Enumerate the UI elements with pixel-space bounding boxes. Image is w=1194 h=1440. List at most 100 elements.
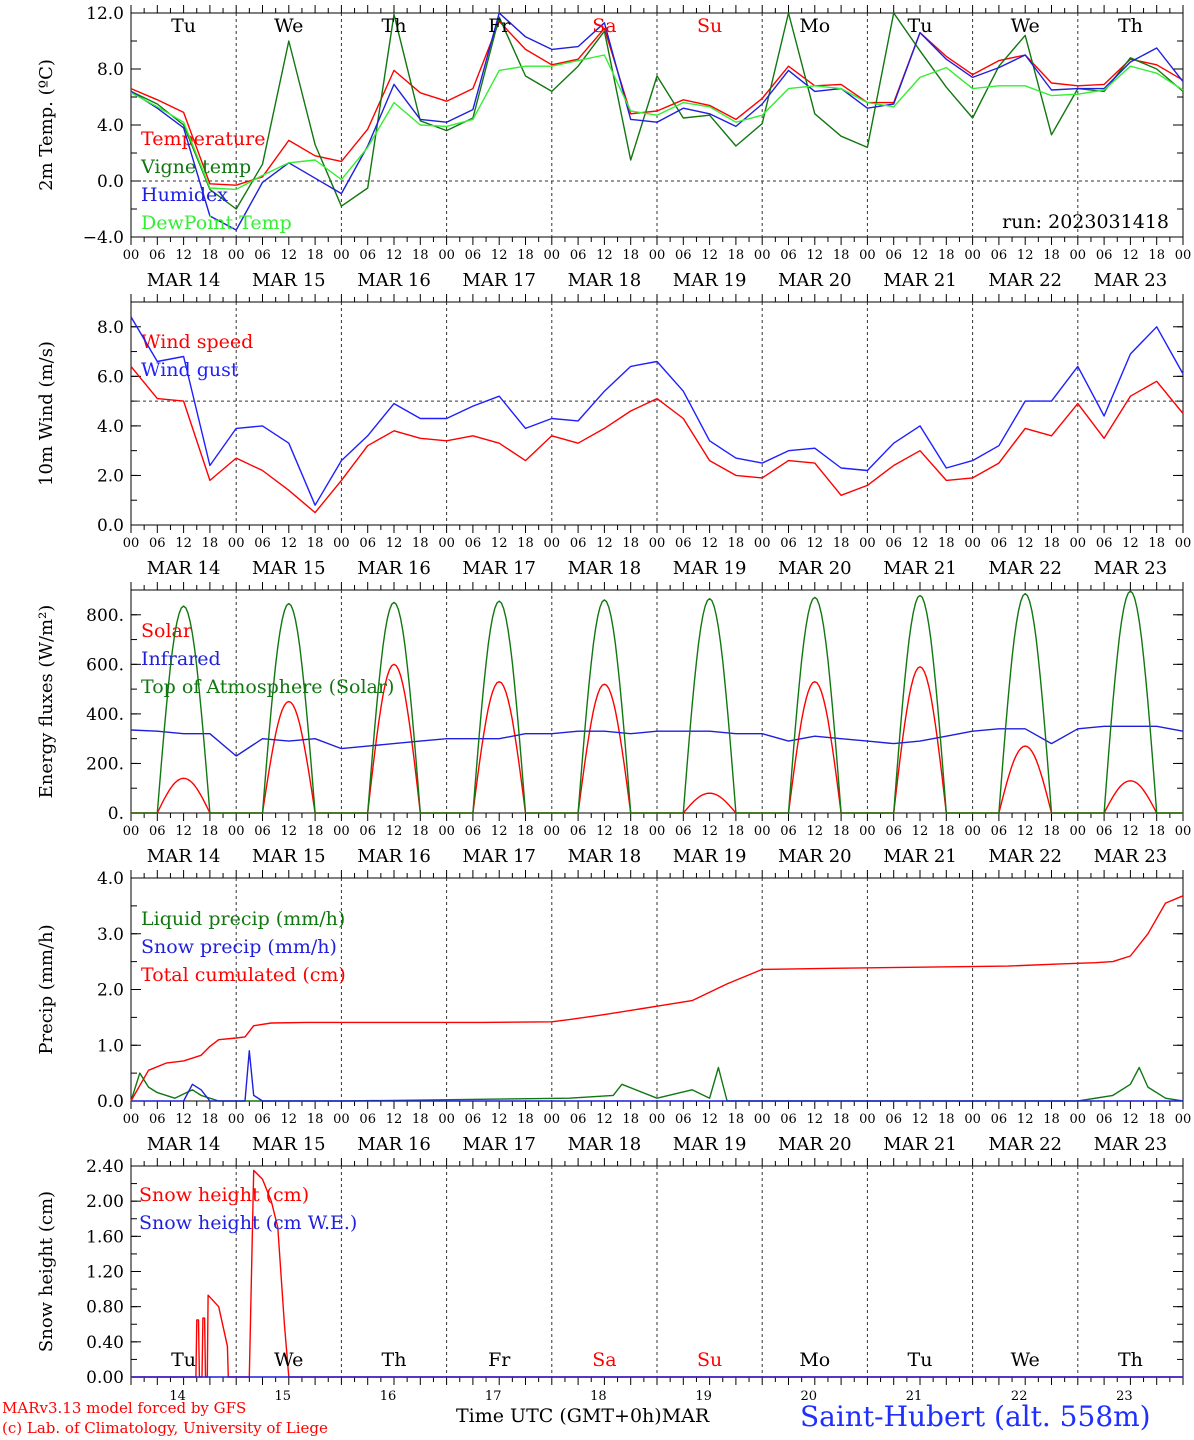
panel-1: −4.0 0.0 4.0 8.0 12.0 2m Temp. (ºC) 00 06 12 18 00… bbox=[36, 4, 1191, 291]
hour-tick-label: 12 bbox=[1122, 1112, 1139, 1127]
hour-tick-label: 06 bbox=[885, 1112, 902, 1127]
day-number-label: 16 bbox=[380, 1389, 397, 1404]
time-axis-month: MAR bbox=[661, 1405, 710, 1427]
date-label: MAR 18 bbox=[568, 846, 642, 867]
hour-tick-label: 18 bbox=[938, 1112, 955, 1127]
hour-tick-label: 06 bbox=[1096, 1112, 1113, 1127]
y-tick-label: 0. bbox=[108, 804, 124, 824]
weekday-label: We bbox=[274, 15, 303, 37]
weekday-label: Tu bbox=[908, 1349, 933, 1371]
weekday-label: Mo bbox=[799, 15, 830, 37]
series-line-snow-precip-mm-h- bbox=[131, 1050, 1183, 1102]
series-line-vigne-temp bbox=[130, 12, 1184, 210]
hour-tick-label: 18 bbox=[833, 824, 850, 839]
date-label: MAR 16 bbox=[357, 846, 431, 867]
hour-tick-label: 12 bbox=[281, 1112, 298, 1127]
date-label: MAR 22 bbox=[988, 1134, 1062, 1155]
hour-tick-label: 18 bbox=[1148, 824, 1165, 839]
hour-tick-label: 12 bbox=[1017, 536, 1034, 551]
date-label: MAR 18 bbox=[568, 558, 642, 579]
legend-entry: Wind speed bbox=[141, 331, 253, 353]
hour-tick-label: 18 bbox=[833, 536, 850, 551]
hour-tick-label: 00 bbox=[544, 1112, 561, 1127]
hour-tick-label: 00 bbox=[228, 536, 245, 551]
hour-tick-label: 06 bbox=[991, 536, 1008, 551]
hour-tick-label: 06 bbox=[149, 248, 166, 263]
weekday-label: Th bbox=[382, 1349, 407, 1371]
panel-3: 0. 200. 400. 600. 800. Energy fluxes (W/m²) 00… bbox=[36, 582, 1191, 867]
y-tick-label: 200. bbox=[86, 754, 124, 774]
hour-tick-label: 06 bbox=[1096, 536, 1113, 551]
hour-tick-label: 00 bbox=[544, 824, 561, 839]
day-number-label: 19 bbox=[695, 1389, 712, 1404]
weekday-label: Th bbox=[1118, 15, 1143, 37]
series-line-humidex bbox=[130, 12, 1184, 231]
date-label: MAR 19 bbox=[673, 846, 747, 867]
series-line-dewpoint-temp bbox=[130, 54, 1184, 191]
weekday-label: Tu bbox=[171, 15, 196, 37]
hour-tick-label: 00 bbox=[123, 1112, 140, 1127]
hour-tick-label: 00 bbox=[1175, 536, 1192, 551]
hour-tick-label: 18 bbox=[412, 248, 429, 263]
weekday-label: Th bbox=[1118, 1349, 1143, 1371]
hour-tick-label: 00 bbox=[333, 824, 350, 839]
hour-tick-label: 06 bbox=[254, 248, 271, 263]
hour-tick-label: 06 bbox=[570, 248, 587, 263]
hour-tick-label: 00 bbox=[228, 1112, 245, 1127]
hour-tick-label: 00 bbox=[964, 248, 981, 263]
date-label: MAR 22 bbox=[988, 846, 1062, 867]
hour-tick-label: 06 bbox=[675, 248, 692, 263]
date-label: MAR 17 bbox=[462, 270, 536, 291]
date-label: MAR 17 bbox=[462, 846, 536, 867]
date-label: MAR 18 bbox=[568, 270, 642, 291]
y-tick-label: 1.0 bbox=[97, 1036, 124, 1056]
hour-tick-label: 00 bbox=[859, 536, 876, 551]
hour-tick-label: 18 bbox=[307, 248, 324, 263]
hour-tick-label: 18 bbox=[622, 1112, 639, 1127]
hour-tick-label: 12 bbox=[281, 536, 298, 551]
y-tick-label: 1.60 bbox=[86, 1227, 124, 1247]
lab-line: (c) Lab. of Climatology, University of L… bbox=[2, 1419, 328, 1437]
hour-tick-label: 00 bbox=[123, 536, 140, 551]
plot-frame bbox=[130, 301, 1184, 526]
hour-tick-label: 12 bbox=[491, 248, 508, 263]
series-line-wind-gust bbox=[130, 316, 1184, 506]
hour-tick-label: 00 bbox=[438, 536, 455, 551]
hour-tick-label: 00 bbox=[123, 824, 140, 839]
hour-tick-label: 06 bbox=[359, 248, 376, 263]
y-tick-label: 2.0 bbox=[97, 981, 124, 1001]
hour-tick-label: 00 bbox=[1070, 1112, 1087, 1127]
hour-tick-label: 00 bbox=[438, 824, 455, 839]
hour-tick-label: 12 bbox=[1017, 1112, 1034, 1127]
hour-tick-label: 06 bbox=[465, 248, 482, 263]
hour-tick-label: 12 bbox=[1122, 248, 1139, 263]
hour-tick-label: 00 bbox=[1175, 824, 1192, 839]
hour-tick-label: 00 bbox=[754, 248, 771, 263]
y-tick-label: 6.0 bbox=[97, 367, 124, 387]
y-tick-label: 8.0 bbox=[97, 60, 124, 80]
hour-tick-label: 00 bbox=[1070, 824, 1087, 839]
model-credit: MARv3.13 model forced by GFS (c) Lab. of… bbox=[2, 1398, 328, 1438]
hour-tick-label: 12 bbox=[807, 824, 824, 839]
hour-tick-label: 18 bbox=[1043, 1112, 1060, 1127]
hour-tick-label: 06 bbox=[570, 824, 587, 839]
series-line-wind-speed bbox=[130, 365, 1184, 514]
hour-tick-label: 00 bbox=[333, 248, 350, 263]
hour-tick-label: 12 bbox=[701, 536, 718, 551]
legend-entry: Liquid precip (mm/h) bbox=[141, 908, 345, 930]
hour-tick-label: 00 bbox=[438, 248, 455, 263]
y-tick-label: 2.40 bbox=[86, 1157, 124, 1177]
hour-tick-label: 06 bbox=[254, 536, 271, 551]
hour-tick-label: 06 bbox=[149, 536, 166, 551]
hour-tick-label: 00 bbox=[859, 824, 876, 839]
hour-tick-label: 00 bbox=[859, 248, 876, 263]
hour-tick-label: 18 bbox=[202, 1112, 219, 1127]
series-line-top-of-atmosphere-solar- bbox=[131, 590, 1183, 814]
y-tick-label: 800. bbox=[86, 606, 124, 626]
series-line-infrared bbox=[130, 725, 1184, 757]
y-tick-label: 2.00 bbox=[86, 1192, 124, 1212]
hour-tick-label: 06 bbox=[991, 1112, 1008, 1127]
date-label: MAR 19 bbox=[673, 270, 747, 291]
hour-tick-label: 12 bbox=[281, 248, 298, 263]
hour-tick-label: 06 bbox=[885, 824, 902, 839]
